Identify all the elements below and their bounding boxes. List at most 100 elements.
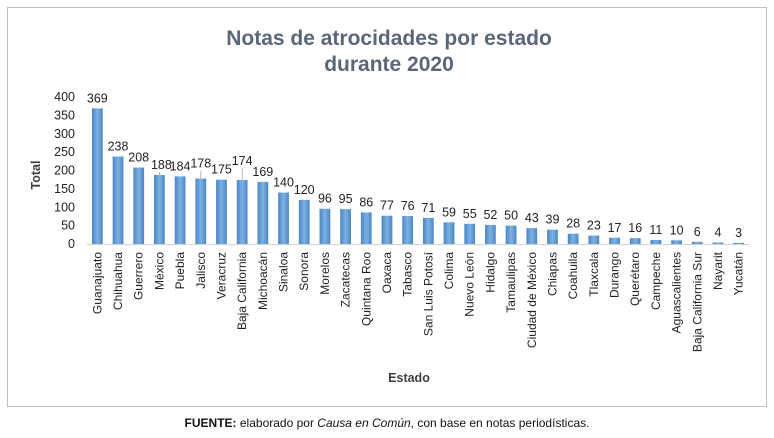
value-label: 169 — [252, 165, 273, 179]
value-label: 28 — [566, 217, 580, 231]
bar — [319, 208, 331, 244]
y-tick-label: 100 — [54, 200, 75, 214]
value-label: 96 — [318, 192, 332, 206]
bar-chart: Notas de atrocidades por estado durante … — [29, 27, 749, 385]
category-label: Baja California Sur — [690, 252, 704, 352]
category-label: Veracruz — [214, 252, 228, 299]
y-axis-ticks: 0 50 100 150 200 250 300 350 400 — [54, 90, 75, 251]
source-label: FUENTE: — [184, 416, 237, 430]
value-label: 86 — [359, 195, 373, 209]
value-label: 77 — [380, 199, 394, 213]
category-label: Aguascalientes — [670, 252, 684, 333]
category-label: Coahuila — [566, 252, 580, 300]
category-label: Colima — [442, 252, 456, 290]
bar — [298, 199, 310, 244]
category-label: Tlaxcala — [587, 252, 601, 297]
bar — [609, 237, 620, 244]
bar — [236, 180, 248, 244]
category-label: Jalisco — [194, 252, 208, 289]
value-label: 59 — [442, 205, 456, 219]
bar — [340, 209, 351, 244]
category-label: Puebla — [173, 252, 187, 290]
value-label: 6 — [694, 225, 701, 239]
bar — [195, 178, 207, 244]
value-label: 140 — [273, 176, 294, 190]
y-tick-label: 350 — [54, 108, 75, 122]
value-label: 174 — [232, 154, 253, 168]
source-text-before: elaborado por — [236, 416, 318, 430]
bar — [505, 225, 517, 244]
bar — [547, 229, 558, 244]
value-label: 238 — [108, 140, 129, 154]
category-label: Guerrero — [132, 252, 146, 300]
bar — [402, 216, 414, 244]
bar — [588, 235, 600, 244]
category-label: Campeche — [649, 252, 663, 310]
bar — [154, 174, 165, 244]
category-label: Guanajuato — [90, 252, 104, 314]
value-label: 16 — [628, 221, 642, 235]
y-tick-label: 50 — [61, 219, 75, 233]
value-label: 3 — [735, 226, 742, 240]
bar — [650, 239, 662, 244]
bar — [464, 223, 476, 244]
bar — [257, 181, 269, 244]
category-label: Chihuahua — [111, 252, 125, 310]
value-label: 175 — [211, 163, 232, 177]
value-label: 52 — [483, 208, 497, 222]
category-label: Chiapas — [545, 252, 559, 296]
category-label: Querétaro — [628, 252, 642, 306]
value-label: 208 — [128, 151, 149, 165]
bar — [485, 224, 496, 244]
chart-title-line-2: durante 2020 — [324, 53, 454, 76]
category-label: Quintana Roo — [359, 252, 373, 326]
category-label: Michoacán — [256, 252, 270, 310]
value-label: 55 — [463, 207, 477, 221]
source-text-after: , con base en notas periodísticas. — [410, 416, 590, 430]
category-label: Sonora — [297, 252, 311, 291]
category-label: Zacatecas — [339, 252, 353, 307]
category-label: Nayarit — [711, 251, 725, 290]
value-label: 188 — [151, 158, 172, 172]
value-label: 120 — [294, 183, 315, 197]
category-label: Tabasco — [401, 252, 415, 297]
value-label: 369 — [87, 91, 108, 105]
chart-frame: Notas de atrocidades por estado durante … — [7, 7, 767, 407]
category-label: Tamaulipas — [504, 252, 518, 313]
category-label: Hidalgo — [483, 252, 497, 293]
y-tick-label: 150 — [54, 182, 75, 196]
category-label: Morelos — [318, 252, 332, 295]
value-label: 76 — [401, 199, 415, 213]
bar — [91, 108, 103, 244]
bar — [712, 242, 724, 244]
bar — [174, 176, 186, 244]
y-tick-label: 250 — [54, 145, 75, 159]
value-label: 71 — [421, 201, 435, 215]
bar — [671, 240, 682, 244]
source-note: FUENTE: elaborado por Causa en Común, co… — [0, 416, 774, 430]
category-label: Sinaloa — [277, 252, 291, 292]
y-tick-label: 400 — [54, 90, 75, 104]
y-axis-title: Total — [29, 161, 43, 190]
y-tick-label: 300 — [54, 127, 75, 141]
category-labels-group: Guanajuato Chihuahua Guerrero México Puebla J… — [90, 251, 745, 352]
bar — [422, 217, 434, 244]
value-label: 95 — [339, 192, 353, 206]
y-tick-label: 0 — [68, 237, 75, 251]
y-tick-label: 200 — [54, 164, 75, 178]
bar — [733, 242, 745, 244]
bar — [443, 222, 455, 244]
value-label: 43 — [525, 211, 539, 225]
x-axis-title: Estado — [388, 371, 430, 385]
value-label: 50 — [504, 209, 518, 223]
bar — [381, 215, 393, 244]
bar — [691, 241, 703, 244]
bar — [216, 179, 227, 244]
bar — [112, 156, 124, 244]
value-label: 184 — [170, 159, 191, 173]
category-label: Oaxaca — [380, 252, 394, 294]
category-label: San Luis Potosí — [421, 251, 435, 336]
value-label: 17 — [608, 221, 622, 235]
bar — [629, 238, 641, 244]
